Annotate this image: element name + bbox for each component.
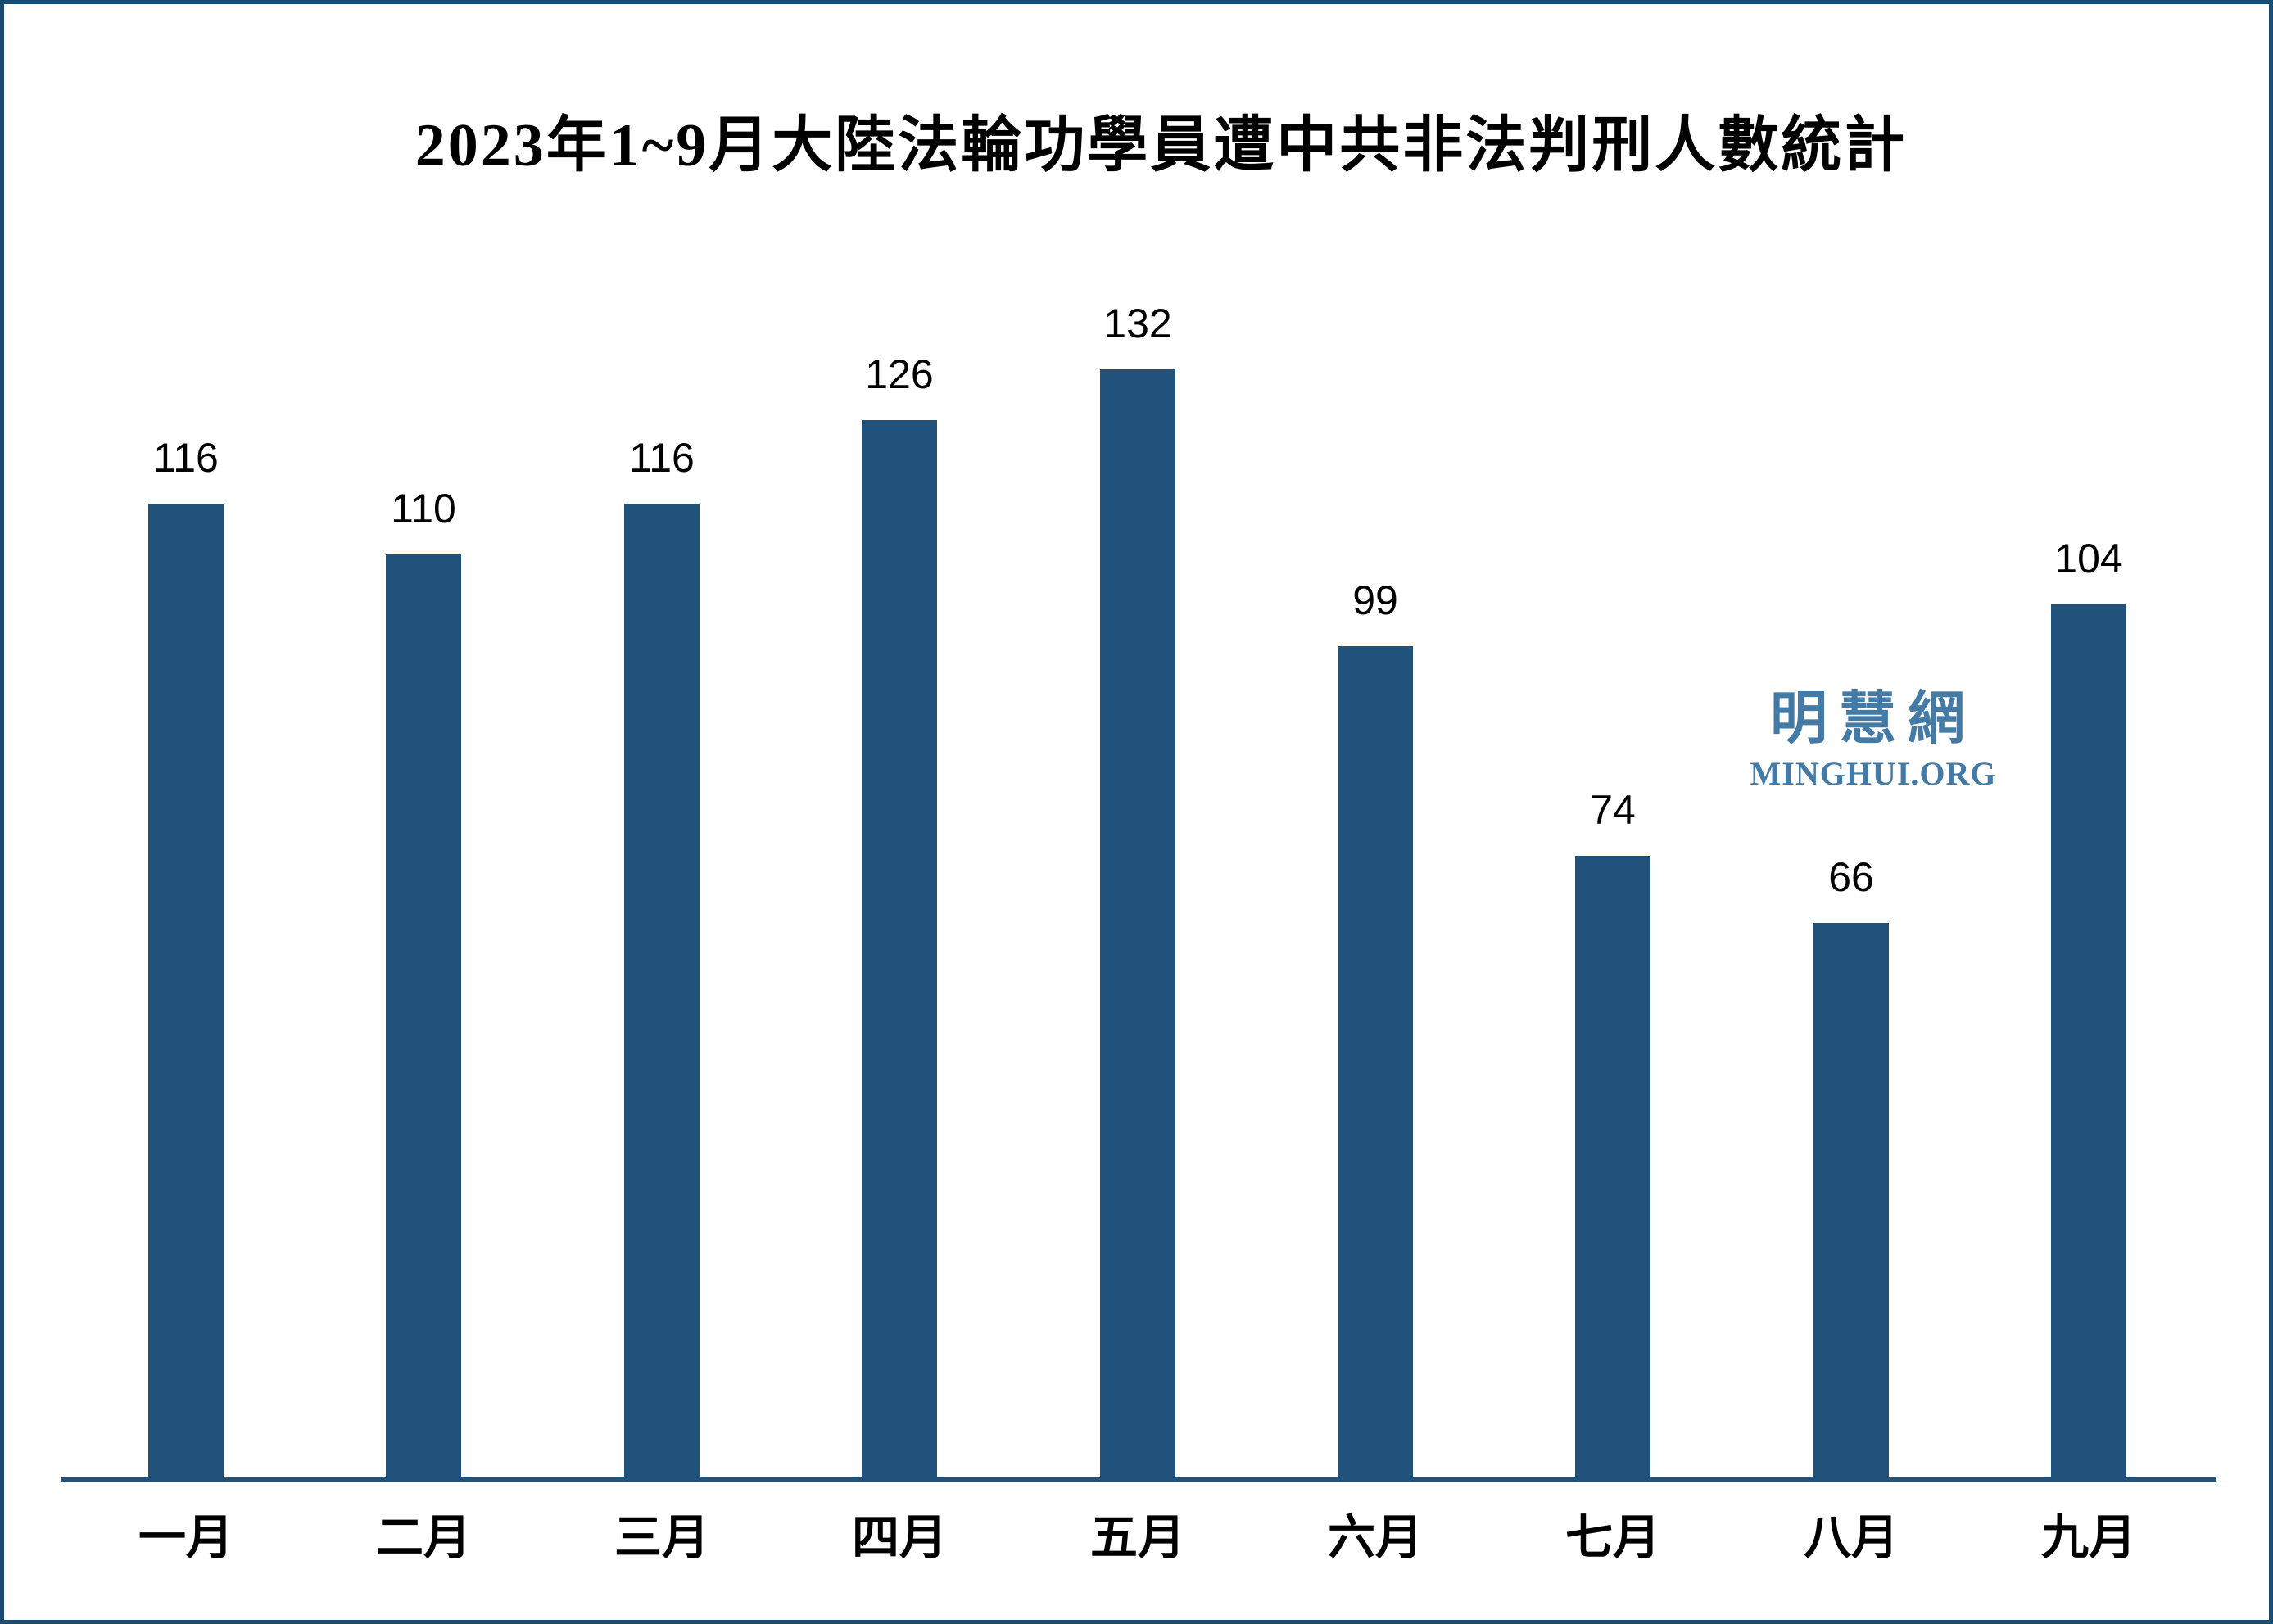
x-axis-label: 六月 bbox=[1327, 1511, 1423, 1564]
bar-二月 bbox=[386, 554, 461, 1482]
watermark-latin-text: MINGHUI.ORG bbox=[1750, 755, 1997, 792]
bar-三月 bbox=[624, 504, 700, 1482]
x-axis-label: 七月 bbox=[1564, 1511, 1660, 1564]
chart-title: 2023年1~9月大陸法輪功學員遭中共非法判刑人數統計 bbox=[414, 112, 1908, 179]
bar-六月 bbox=[1338, 646, 1413, 1482]
bar-value-label: 116 bbox=[153, 435, 219, 481]
x-axis-label: 五月 bbox=[1089, 1511, 1185, 1564]
x-axis-label: 三月 bbox=[614, 1511, 709, 1564]
x-axis-label: 一月 bbox=[138, 1511, 233, 1564]
bar-七月 bbox=[1575, 856, 1650, 1482]
bar-value-label: 66 bbox=[1828, 854, 1874, 900]
bar-九月 bbox=[2051, 604, 2126, 1482]
bar-四月 bbox=[862, 420, 937, 1482]
bar-value-label: 99 bbox=[1352, 577, 1398, 623]
minghui-watermark: 明慧網 MINGHUI.ORG bbox=[1734, 687, 2013, 792]
x-axis-label: 八月 bbox=[1803, 1511, 1899, 1564]
bar-value-label: 126 bbox=[865, 351, 934, 397]
bar-八月 bbox=[1813, 923, 1889, 1482]
bar-value-label: 74 bbox=[1590, 787, 1636, 833]
x-axis-label: 九月 bbox=[2040, 1511, 2136, 1564]
bar-value-label: 104 bbox=[2054, 536, 2123, 581]
watermark-cjk-text: 明慧網 bbox=[1770, 688, 1976, 751]
x-axis-label: 四月 bbox=[851, 1511, 947, 1564]
bar-一月 bbox=[148, 504, 224, 1482]
bar-value-label: 132 bbox=[1103, 301, 1172, 346]
plot-area: 116 一月 110 二月 116 三月 126 四月 132 五月 99 六月 74 七月 66 八月 104… bbox=[4, 4, 2269, 1620]
bar-value-label: 110 bbox=[391, 486, 456, 532]
x-axis-label: 二月 bbox=[375, 1511, 471, 1564]
bar-value-label: 116 bbox=[629, 435, 695, 481]
bar-五月 bbox=[1100, 369, 1175, 1482]
